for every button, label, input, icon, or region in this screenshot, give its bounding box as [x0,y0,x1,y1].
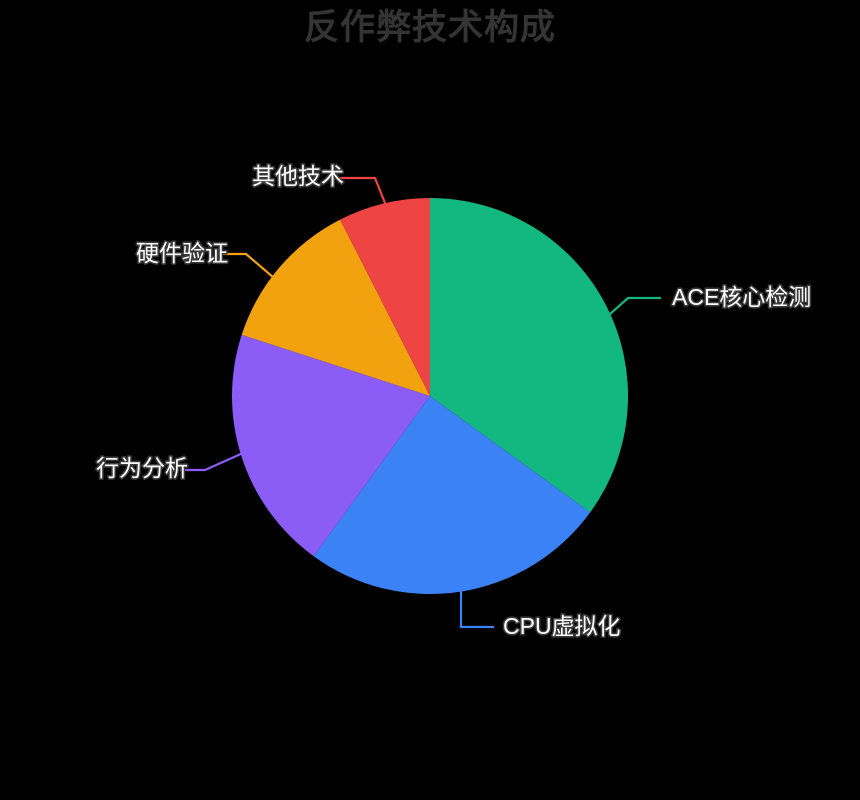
leader-line [590,296,661,332]
slice-label: 其他技术 [252,163,344,189]
leader-lines-group [180,176,661,629]
leader-line [336,176,391,214]
leader-line [220,252,282,285]
pie-slices-group [231,198,629,595]
slice-labels-group: ACE核心检测 CPU虚拟化 行为分析 硬件验证 其他技术 [94,161,812,640]
page-title: 反作弊技术构成 [303,8,556,47]
pie-slice[interactable] [340,198,430,396]
pie-slice[interactable] [430,198,629,513]
slice-label: 硬件验证 [136,240,228,266]
leader-line [180,451,244,472]
pie-slice[interactable] [231,334,430,557]
slice-label: 行为分析 [96,455,188,481]
pie-slice[interactable] [241,219,430,396]
slice-label: ACE核心检测 [672,284,811,310]
pie-slice[interactable] [313,396,591,595]
leader-line [459,577,494,629]
slice-label: CPU虚拟化 [503,613,621,639]
